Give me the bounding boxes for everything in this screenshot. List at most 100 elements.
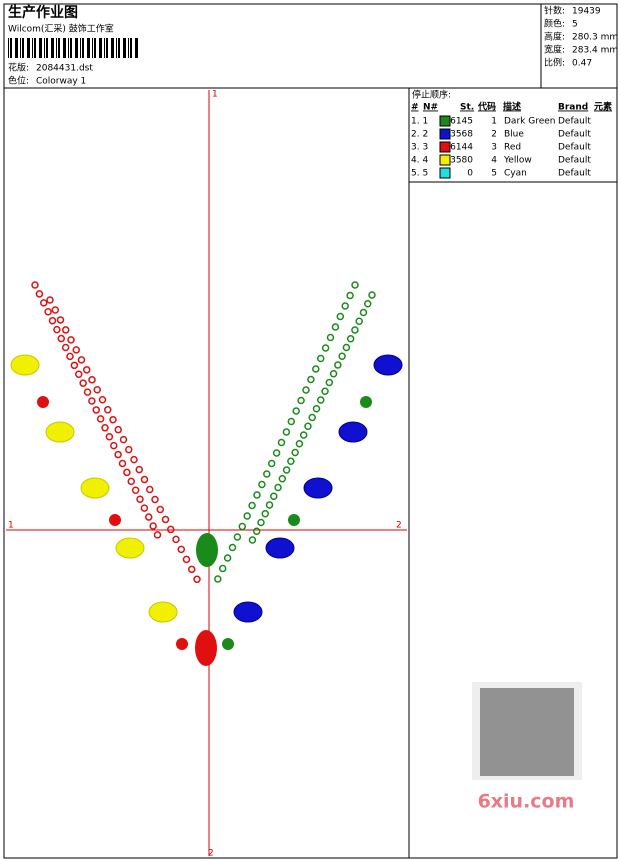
- column-header: 元素: [594, 101, 612, 113]
- description: Blue: [504, 130, 524, 140]
- stitch: [238, 522, 247, 531]
- stitches: 6144: [450, 143, 473, 153]
- info-value: 280.3 mm: [572, 33, 618, 43]
- bar: [22, 38, 24, 58]
- stitch: [346, 291, 354, 300]
- stitch: [48, 316, 57, 325]
- stitch: [131, 486, 140, 495]
- stitches: 3568: [450, 130, 473, 140]
- stitch: [277, 438, 286, 447]
- bar: [128, 38, 129, 58]
- brand: Default: [558, 143, 591, 153]
- axis-label: 2: [208, 849, 214, 859]
- stitch: [62, 326, 70, 334]
- stitch: [46, 296, 54, 304]
- paisley: [303, 477, 333, 499]
- bar: [92, 38, 93, 58]
- bar: [56, 38, 57, 58]
- color-swatch: [439, 154, 451, 166]
- stitches: 6145: [450, 117, 473, 127]
- stitch: [146, 485, 154, 494]
- paisley: [45, 421, 75, 443]
- code: 1: [491, 117, 497, 127]
- stitch: [77, 356, 86, 364]
- bar: [10, 38, 12, 58]
- stitch: [149, 522, 157, 530]
- stitch: [248, 501, 256, 510]
- color-swatch: [439, 141, 451, 153]
- color-swatch: [439, 115, 451, 127]
- stitches: 0: [467, 169, 473, 179]
- info-value: 19439: [572, 7, 601, 17]
- stitch: [67, 336, 75, 344]
- flower: [288, 514, 300, 526]
- axis-label: 2: [396, 521, 402, 531]
- stitch: [51, 306, 59, 314]
- bar: [80, 38, 81, 58]
- stitch: [341, 302, 349, 310]
- bar: [130, 38, 132, 58]
- row-index: 5. 5: [411, 169, 428, 179]
- brand: Default: [558, 169, 591, 179]
- stitch: [182, 555, 191, 564]
- paisley: [265, 537, 295, 559]
- stitch: [35, 290, 44, 298]
- brand: Default: [558, 156, 591, 166]
- stitch: [105, 432, 114, 441]
- description: Red: [504, 143, 521, 153]
- stitch: [145, 513, 153, 521]
- stitch: [336, 312, 345, 321]
- stitch: [44, 308, 52, 316]
- stitch: [135, 465, 143, 474]
- bar: [20, 38, 21, 58]
- stitch: [75, 370, 83, 378]
- bar: [51, 38, 54, 58]
- code: 5: [491, 169, 497, 179]
- bar: [104, 38, 105, 58]
- stitch: [326, 333, 335, 342]
- stitch: [98, 396, 107, 404]
- stitch: [72, 346, 80, 354]
- stitch: [40, 299, 48, 307]
- stitch: [218, 564, 227, 573]
- flower: [37, 396, 49, 408]
- stitch: [351, 281, 359, 289]
- stitch: [316, 354, 325, 363]
- info-label: 比例:: [544, 57, 565, 69]
- bar: [39, 38, 42, 58]
- bar: [32, 38, 33, 58]
- paisley: [373, 354, 403, 376]
- stitch: [351, 326, 359, 334]
- stitch: [321, 387, 329, 395]
- stitch: [338, 352, 346, 360]
- stitch: [253, 491, 261, 499]
- row-index: 1. 1: [411, 117, 428, 127]
- stitch: [153, 531, 162, 539]
- stitch: [257, 518, 265, 527]
- stitch: [161, 515, 170, 524]
- stitch: [287, 457, 295, 465]
- color-swatch: [439, 128, 451, 140]
- stitch: [321, 344, 330, 352]
- paisley: [80, 477, 110, 499]
- info-value: 0.47: [572, 59, 592, 69]
- stitch: [261, 510, 269, 518]
- brand: Default: [558, 117, 591, 127]
- stitch: [172, 535, 180, 544]
- column-header: St.: [460, 103, 474, 113]
- column-header: 代码: [477, 101, 496, 113]
- stitch: [119, 435, 128, 444]
- drop: [196, 533, 218, 567]
- description: Yellow: [503, 156, 532, 166]
- stitch: [295, 440, 304, 448]
- colorway-label: 色位:: [8, 75, 29, 87]
- stitch: [53, 325, 61, 334]
- stitch: [252, 527, 261, 535]
- stitch: [214, 575, 222, 583]
- column-header: 描述: [503, 101, 521, 113]
- code: 3: [491, 143, 497, 153]
- stitch: [270, 492, 278, 500]
- stitch: [359, 308, 368, 317]
- stitch: [130, 455, 138, 464]
